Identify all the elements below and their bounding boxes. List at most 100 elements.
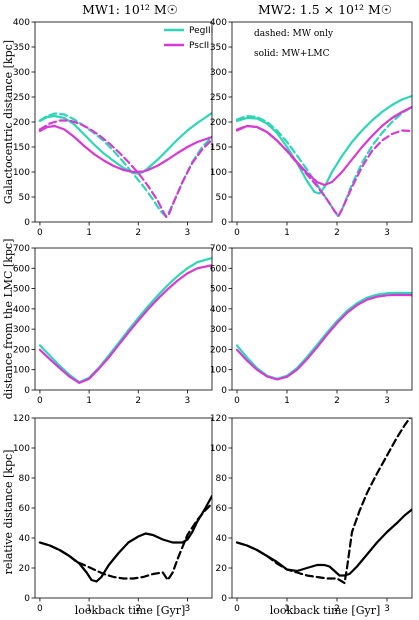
- y-tick-label: 80: [19, 474, 31, 484]
- x-tick-label: 1: [284, 604, 290, 614]
- panel-4: 0 1 2 3 0 100 200 300 400 500 600 700: [210, 244, 413, 406]
- annotation-dashed: dashed: MW only: [254, 29, 334, 39]
- y-tick-label: 50: [19, 193, 31, 203]
- x-tick-label: 1: [284, 396, 290, 406]
- y-axis-label-row2: distance from the LMC [kpc]: [2, 239, 15, 400]
- y-tick-label: 700: [13, 244, 30, 254]
- series-pscii-dashed-line: [235, 124, 412, 218]
- x-tick-label: 0: [37, 604, 43, 614]
- plot-frame: [231, 417, 413, 599]
- series-pegiii-solid-line: [235, 94, 412, 195]
- y-tick-label: 200: [210, 118, 227, 128]
- series-pscii-dashed-line: [38, 119, 212, 219]
- y-tick-label: 700: [210, 244, 227, 254]
- x-tick-label: 3: [384, 604, 390, 614]
- series-pegiii-solid-line: [235, 291, 412, 380]
- panel-title-mw2: MW2: 1.5 × 10¹² M☉: [258, 2, 392, 17]
- x-tick-label: 0: [37, 396, 43, 406]
- x-tick-label: 2: [334, 228, 340, 238]
- x-axis-label-left: lookback time [Gyr]: [75, 604, 186, 617]
- panel-1: 0 1 2 3 0 50 100 150 200 250 300 350 400: [13, 18, 213, 238]
- plot-frame: [231, 247, 413, 391]
- series-pegiii-solid-line: [38, 257, 212, 384]
- series-pscii-solid-line: [235, 105, 412, 187]
- x-tick-label: 0: [37, 228, 43, 238]
- panel-2: 0 1 2 3 0 50 100 150 200 250 300 350 400: [210, 18, 413, 238]
- y-tick-label: 350: [210, 43, 227, 53]
- panel-3: 0 1 2 3 0 100 200 300 400 500 600 700: [13, 244, 213, 406]
- series-mw-only-dashed-line: [235, 418, 412, 585]
- series-pegiii-dashed-line: [235, 105, 412, 218]
- series-pscii-solid-line: [38, 264, 212, 384]
- y-tick-label: 300: [210, 325, 227, 335]
- y-axis-label-row3: relative distance [kpc]: [2, 450, 15, 575]
- x-tick-label: 1: [86, 228, 92, 238]
- series-pscii-solid-line: [38, 124, 212, 174]
- x-axis-label-right: lookback time [Gyr]: [270, 604, 381, 617]
- y-tick-label: 100: [210, 444, 227, 454]
- x-tick-label: 2: [135, 228, 141, 238]
- x-tick-label: 3: [384, 228, 390, 238]
- x-tick-label: 1: [284, 228, 290, 238]
- y-tick-label: 0: [221, 386, 227, 396]
- panel-5: 0 1 2 3 0 20 40 60 80 100 120: [13, 414, 213, 614]
- x-tick-label: 1: [86, 604, 92, 614]
- x-tick-label: 0: [234, 228, 240, 238]
- panel-title-mw1: MW1: 10¹² M☉: [82, 2, 178, 17]
- y-tick-label: 0: [221, 594, 227, 604]
- legend: PegIII PscII: [164, 26, 213, 51]
- x-tick-label: 3: [185, 396, 191, 406]
- legend-label-pegiii: PegIII: [189, 26, 213, 36]
- y-tick-label: 80: [216, 474, 228, 484]
- y-tick-label: 0: [24, 386, 30, 396]
- y-tick-label: 100: [210, 168, 227, 178]
- y-tick-label: 300: [210, 68, 227, 78]
- x-tick-label: 3: [185, 228, 191, 238]
- plot-frame: [34, 247, 213, 391]
- y-tick-label: 100: [210, 366, 227, 376]
- x-tick-label: 3: [185, 604, 191, 614]
- series-pscii-solid-line: [235, 293, 412, 381]
- series-pegiii-dashed-line: [38, 112, 212, 218]
- y-tick-label: 40: [216, 534, 228, 544]
- x-tick-label: 2: [135, 604, 141, 614]
- legend-label-pscii: PscII: [189, 41, 209, 51]
- y-tick-label: 100: [13, 444, 30, 454]
- y-tick-label: 350: [13, 43, 30, 53]
- y-tick-label: 400: [210, 18, 227, 28]
- y-tick-label: 600: [13, 264, 30, 274]
- x-tick-label: 1: [86, 396, 92, 406]
- y-tick-label: 200: [13, 118, 30, 128]
- y-tick-label: 100: [13, 168, 30, 178]
- y-tick-label: 40: [19, 534, 31, 544]
- y-tick-label: 0: [221, 218, 227, 228]
- y-tick-label: 250: [210, 93, 227, 103]
- x-tick-label: 2: [334, 396, 340, 406]
- y-tick-label: 200: [13, 345, 30, 355]
- plot-frame: [34, 21, 213, 223]
- plot-frame: [34, 417, 213, 599]
- x-tick-label: 2: [334, 604, 340, 614]
- y-tick-label: 600: [210, 264, 227, 274]
- y-tick-label: 120: [210, 414, 227, 424]
- x-tick-label: 0: [234, 604, 240, 614]
- series-mw-lmc-solid-line: [235, 508, 412, 577]
- y-axis-label-row1: Galactocentric distance [kpc]: [2, 40, 15, 204]
- y-tick-label: 20: [19, 564, 31, 574]
- panel-6: 0 1 2 3 0 20 40 60 80 100 120: [210, 414, 413, 614]
- y-tick-label: 0: [24, 218, 30, 228]
- y-tick-label: 50: [216, 193, 228, 203]
- y-tick-label: 150: [210, 143, 227, 153]
- y-tick-label: 400: [210, 305, 227, 315]
- y-tick-label: 200: [210, 345, 227, 355]
- y-tick-label: 500: [210, 285, 227, 295]
- series-mw-only-dashed-line: [38, 502, 212, 582]
- annotation-solid: solid: MW+LMC: [254, 49, 330, 59]
- x-tick-label: 0: [234, 396, 240, 406]
- y-tick-label: 300: [13, 325, 30, 335]
- y-tick-label: 0: [24, 594, 30, 604]
- y-tick-label: 20: [216, 564, 228, 574]
- y-tick-label: 150: [13, 143, 30, 153]
- y-tick-label: 400: [13, 18, 30, 28]
- y-tick-label: 100: [13, 366, 30, 376]
